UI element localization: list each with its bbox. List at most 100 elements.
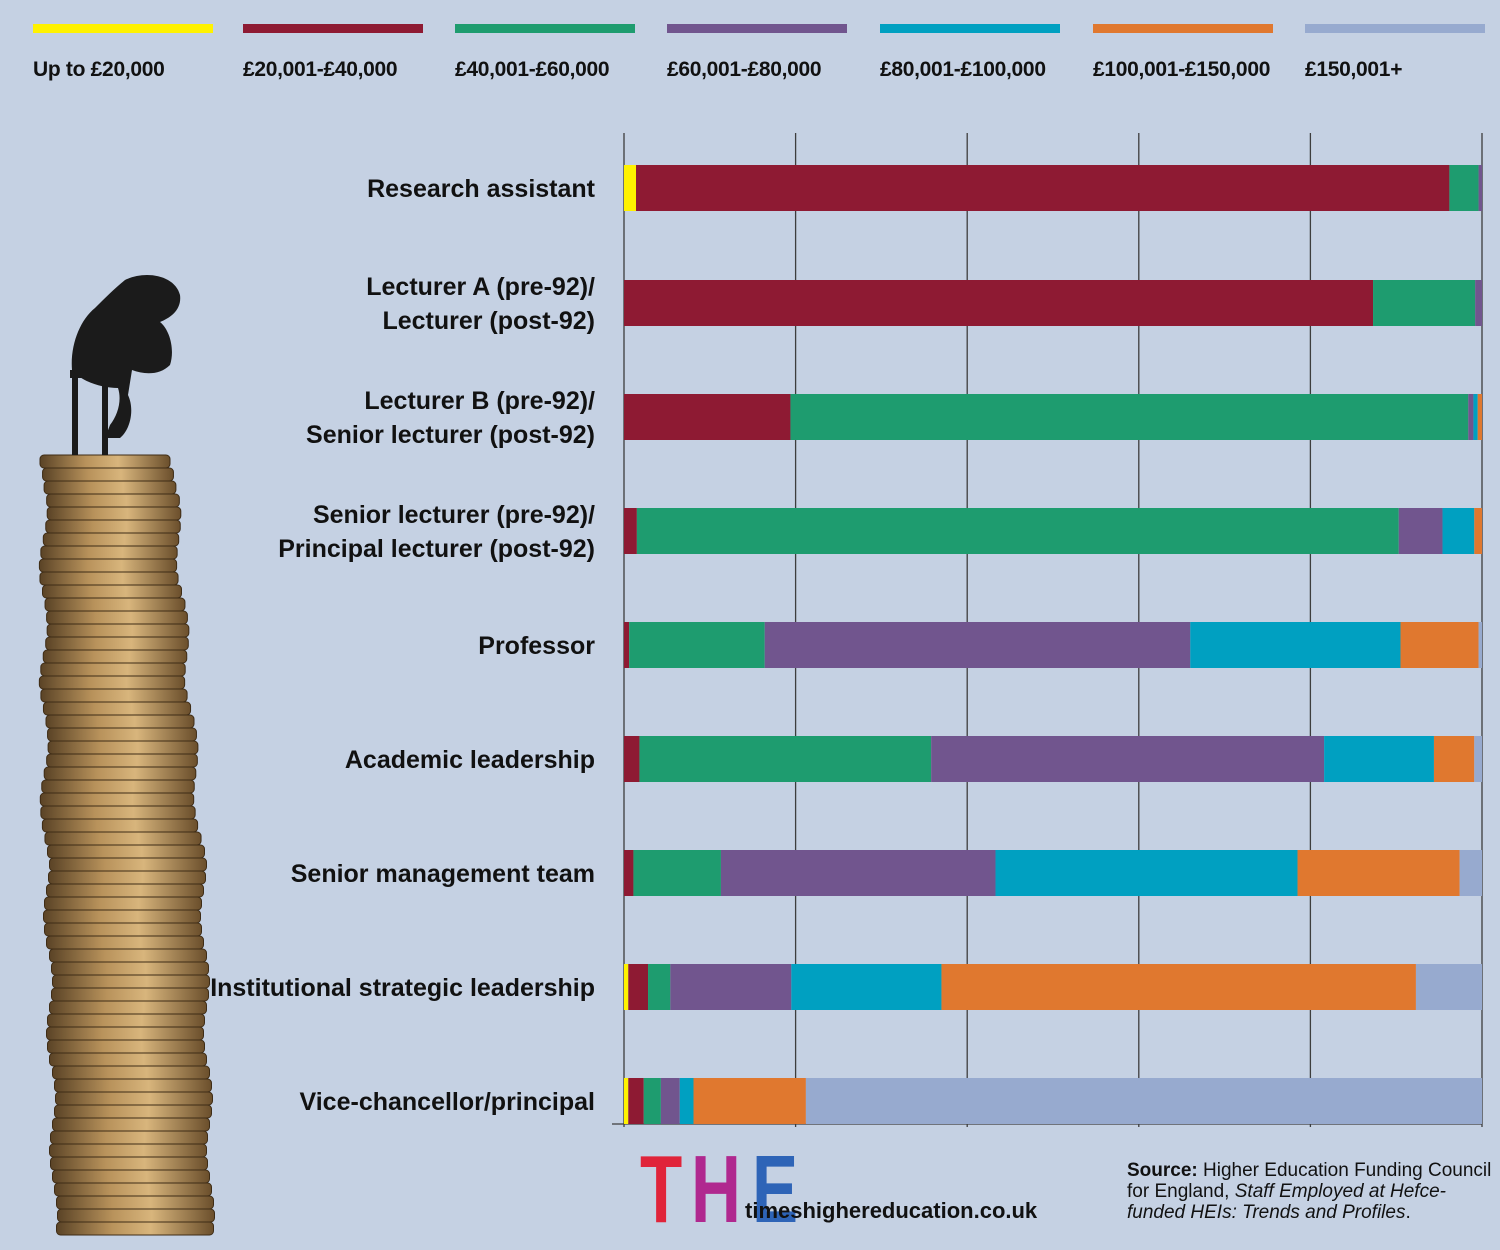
- category-label: Senior lecturer (pre-92)/: [313, 501, 595, 529]
- coin: [43, 480, 177, 495]
- coin-stack-illustration: [38, 275, 215, 1236]
- bar-segment-institutional-strategic-leadership-60-001-80-000: [670, 964, 792, 1010]
- coin: [42, 584, 182, 599]
- coin: [47, 727, 197, 742]
- coin: [46, 935, 204, 950]
- coin: [54, 1182, 212, 1197]
- coin: [42, 701, 192, 716]
- legend-swatch: [33, 24, 213, 33]
- coin: [49, 1052, 207, 1067]
- coin: [45, 636, 189, 651]
- bar-segment-lecturer-a-pre-92-40-001-60-000: [1373, 280, 1476, 326]
- coin: [47, 1039, 205, 1054]
- bar-segment-senior-management-team-40-001-60-000: [633, 850, 721, 896]
- brand-url: timeshighereducation.co.uk: [745, 1198, 1038, 1223]
- coin: [49, 857, 207, 872]
- bar-segment-vice-chancellor-principal-100-001-150-000: [693, 1078, 806, 1124]
- category-label: Research assistant: [367, 175, 596, 203]
- coin: [46, 753, 198, 768]
- bar-segment-institutional-strategic-leadership-150-001: [1415, 964, 1482, 1010]
- source-text: Higher Education Funding Council for Eng…: [1127, 1160, 1492, 1202]
- source-note: Source: Higher Education Funding Council…: [1127, 1160, 1497, 1223]
- coin: [46, 506, 182, 521]
- legend-swatch: [243, 24, 423, 33]
- legend-swatch: [1093, 24, 1273, 33]
- bar-segment-vice-chancellor-principal-20-001-40-000: [628, 1078, 644, 1124]
- bar-segment-professor-100-001-150-000: [1400, 622, 1479, 668]
- category-label: Lecturer A (pre-92)/: [366, 273, 595, 301]
- bar-segment-senior-lecturer-pre-92-20-001-40-000: [624, 508, 637, 554]
- coin: [48, 870, 206, 885]
- legend-swatch: [667, 24, 847, 33]
- legend-item-150-001: £150,001+: [1305, 24, 1485, 82]
- bar-segment-academic-leadership-80-001-100-000: [1324, 736, 1434, 782]
- bar-segment-senior-lecturer-pre-92-60-001-80-000: [1398, 508, 1443, 554]
- bar-segment-academic-leadership-60-001-80-000: [931, 736, 1325, 782]
- coin: [41, 779, 195, 794]
- legend-item-80-001-100-000: £80,001-£100,000: [880, 24, 1060, 82]
- coin: [46, 623, 190, 638]
- bar-segment-vice-chancellor-principal-60-001-80-000: [660, 1078, 680, 1124]
- coin: [46, 493, 180, 508]
- thinker-silhouette: [70, 275, 181, 455]
- chart-bars: [624, 165, 1482, 1124]
- coin: [56, 1195, 214, 1210]
- coin: [39, 571, 179, 586]
- category-label: Institutional strategic leadership: [210, 974, 595, 1002]
- coin: [47, 1013, 205, 1028]
- coin: [38, 675, 186, 690]
- legend-item-40-001-60-000: £40,001-£60,000: [455, 24, 635, 82]
- coin: [44, 922, 202, 937]
- bar-segment-academic-leadership-20-001-40-000: [624, 736, 640, 782]
- legend-label: £150,001+: [1305, 58, 1403, 81]
- coin: [40, 688, 188, 703]
- logo-letter: T: [640, 1136, 682, 1243]
- bar-segment-lecturer-b-pre-92-40-001-60-000: [790, 394, 1469, 440]
- legend-swatch: [880, 24, 1060, 33]
- bar-segment-senior-management-team-150-001: [1459, 850, 1482, 896]
- coin: [49, 948, 207, 963]
- bar-segment-research-assistant-60-001-80-000: [1478, 165, 1482, 211]
- legend-label: £100,001-£150,000: [1093, 58, 1271, 81]
- bar-segment-institutional-strategic-leadership-40-001-60-000: [648, 964, 671, 1010]
- legend-label: £60,001-£80,000: [667, 58, 822, 81]
- coin: [45, 519, 181, 534]
- category-label: Vice-chancellor/principal: [300, 1088, 595, 1116]
- chart-legend: Up to £20,000 £20,001-£40,000 £40,001-£60,…: [0, 0, 1500, 100]
- bar-segment-senior-management-team-20-001-40-000: [624, 850, 634, 896]
- category-label: Professor: [478, 632, 595, 660]
- bar-segment-research-assistant-up-to-20-000: [624, 165, 637, 211]
- coin: [46, 1026, 204, 1041]
- legend-label: Up to £20,000: [33, 58, 165, 81]
- bar-segment-academic-leadership-150-001: [1474, 736, 1482, 782]
- bar-segment-vice-chancellor-principal-150-001: [805, 1078, 1482, 1124]
- bar-segment-research-assistant-20-001-40-000: [636, 165, 1450, 211]
- logo-letter: E: [751, 1136, 798, 1243]
- bar-segment-professor-20-001-40-000: [624, 622, 630, 668]
- legend-item-60-001-80-000: £60,001-£80,000: [667, 24, 847, 82]
- coin: [55, 1091, 213, 1106]
- category-label: Academic leadership: [345, 746, 595, 774]
- bar-segment-academic-leadership-100-001-150-000: [1433, 736, 1475, 782]
- bar-segment-professor-80-001-100-000: [1190, 622, 1401, 668]
- legend-item-100-001-150-000: £100,001-£150,000: [1093, 24, 1273, 82]
- bar-segment-vice-chancellor-principal-up-to-20-000: [624, 1078, 629, 1124]
- category-label: Senior management team: [291, 860, 595, 888]
- bar-segment-vice-chancellor-principal-80-001-100-000: [679, 1078, 694, 1124]
- coin: [38, 558, 178, 573]
- category-label: Senior lecturer (post-92): [306, 421, 595, 449]
- category-label: Lecturer B (pre-92)/: [364, 387, 595, 415]
- bar-segment-lecturer-a-pre-92-60-001-80-000: [1475, 280, 1482, 326]
- bar-segment-senior-lecturer-pre-92-100-001-150-000: [1474, 508, 1482, 554]
- coin: [40, 662, 186, 677]
- coin: [46, 883, 204, 898]
- bar-segment-senior-lecturer-pre-92-80-001-100-000: [1442, 508, 1475, 554]
- coin: [44, 597, 186, 612]
- legend-label: £40,001-£60,000: [455, 58, 610, 81]
- bar-segment-institutional-strategic-leadership-100-001-150-000: [941, 964, 1416, 1010]
- coin: [52, 1117, 210, 1132]
- coin: [51, 987, 209, 1002]
- bar-segment-senior-management-team-60-001-80-000: [720, 850, 996, 896]
- bar-segment-institutional-strategic-leadership-20-001-40-000: [628, 964, 649, 1010]
